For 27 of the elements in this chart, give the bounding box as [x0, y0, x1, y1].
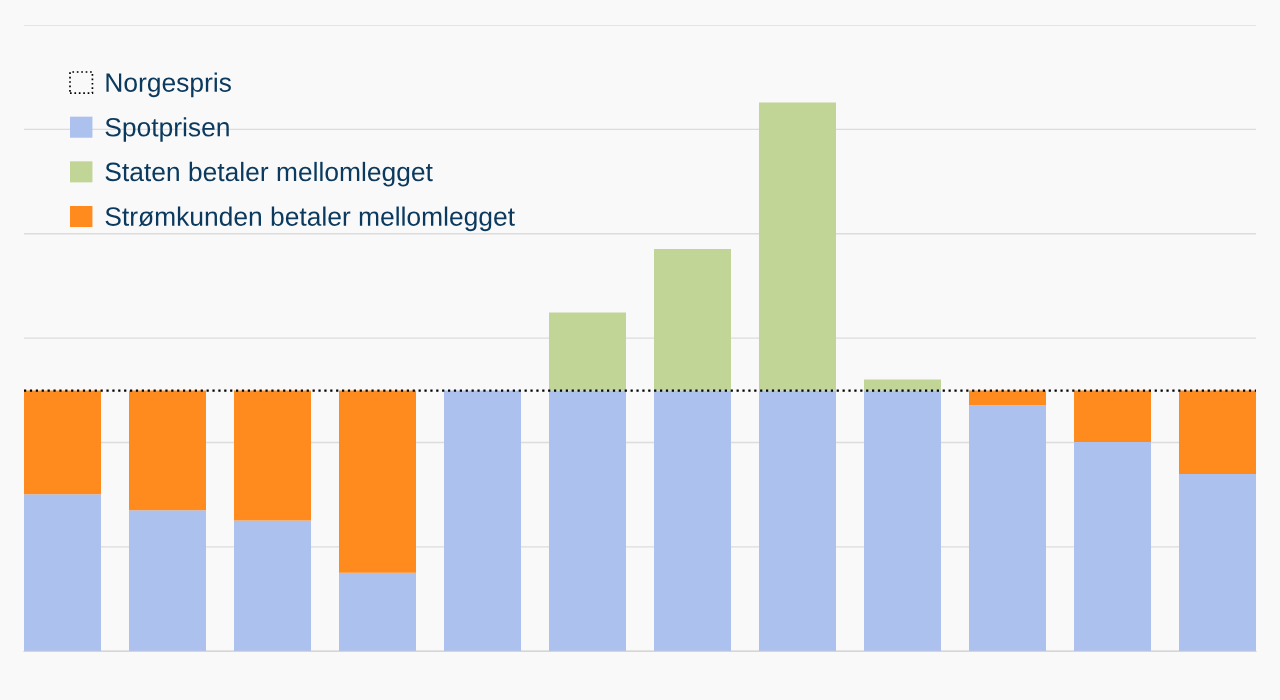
- bar: [1179, 473, 1256, 652]
- bar: [339, 572, 416, 652]
- bar: [1074, 390, 1151, 443]
- bar: [444, 390, 521, 652]
- bar: [24, 494, 101, 652]
- bar: [969, 405, 1046, 652]
- bar: [339, 390, 416, 573]
- legend-label: Spotprisen: [105, 117, 229, 142]
- bar: [234, 390, 311, 521]
- bar: [969, 390, 1046, 406]
- bar: [24, 390, 101, 495]
- bar: [864, 379, 941, 391]
- legend-label: Staten betaler mellomlegget: [105, 161, 433, 187]
- bar: [864, 390, 941, 652]
- legend-label: Norgespris: [106, 72, 231, 98]
- bar: [759, 390, 836, 652]
- legend-label: Strømkunden betaler mellomlegget: [105, 206, 515, 232]
- bar: [654, 248, 731, 391]
- bar: [759, 102, 836, 391]
- bar: [549, 390, 626, 652]
- bar: [1179, 390, 1256, 474]
- bar: [234, 520, 311, 652]
- bar: [129, 510, 206, 652]
- bar: [1074, 442, 1151, 652]
- bar: [654, 390, 731, 652]
- bar: [129, 390, 206, 511]
- bar: [549, 312, 626, 391]
